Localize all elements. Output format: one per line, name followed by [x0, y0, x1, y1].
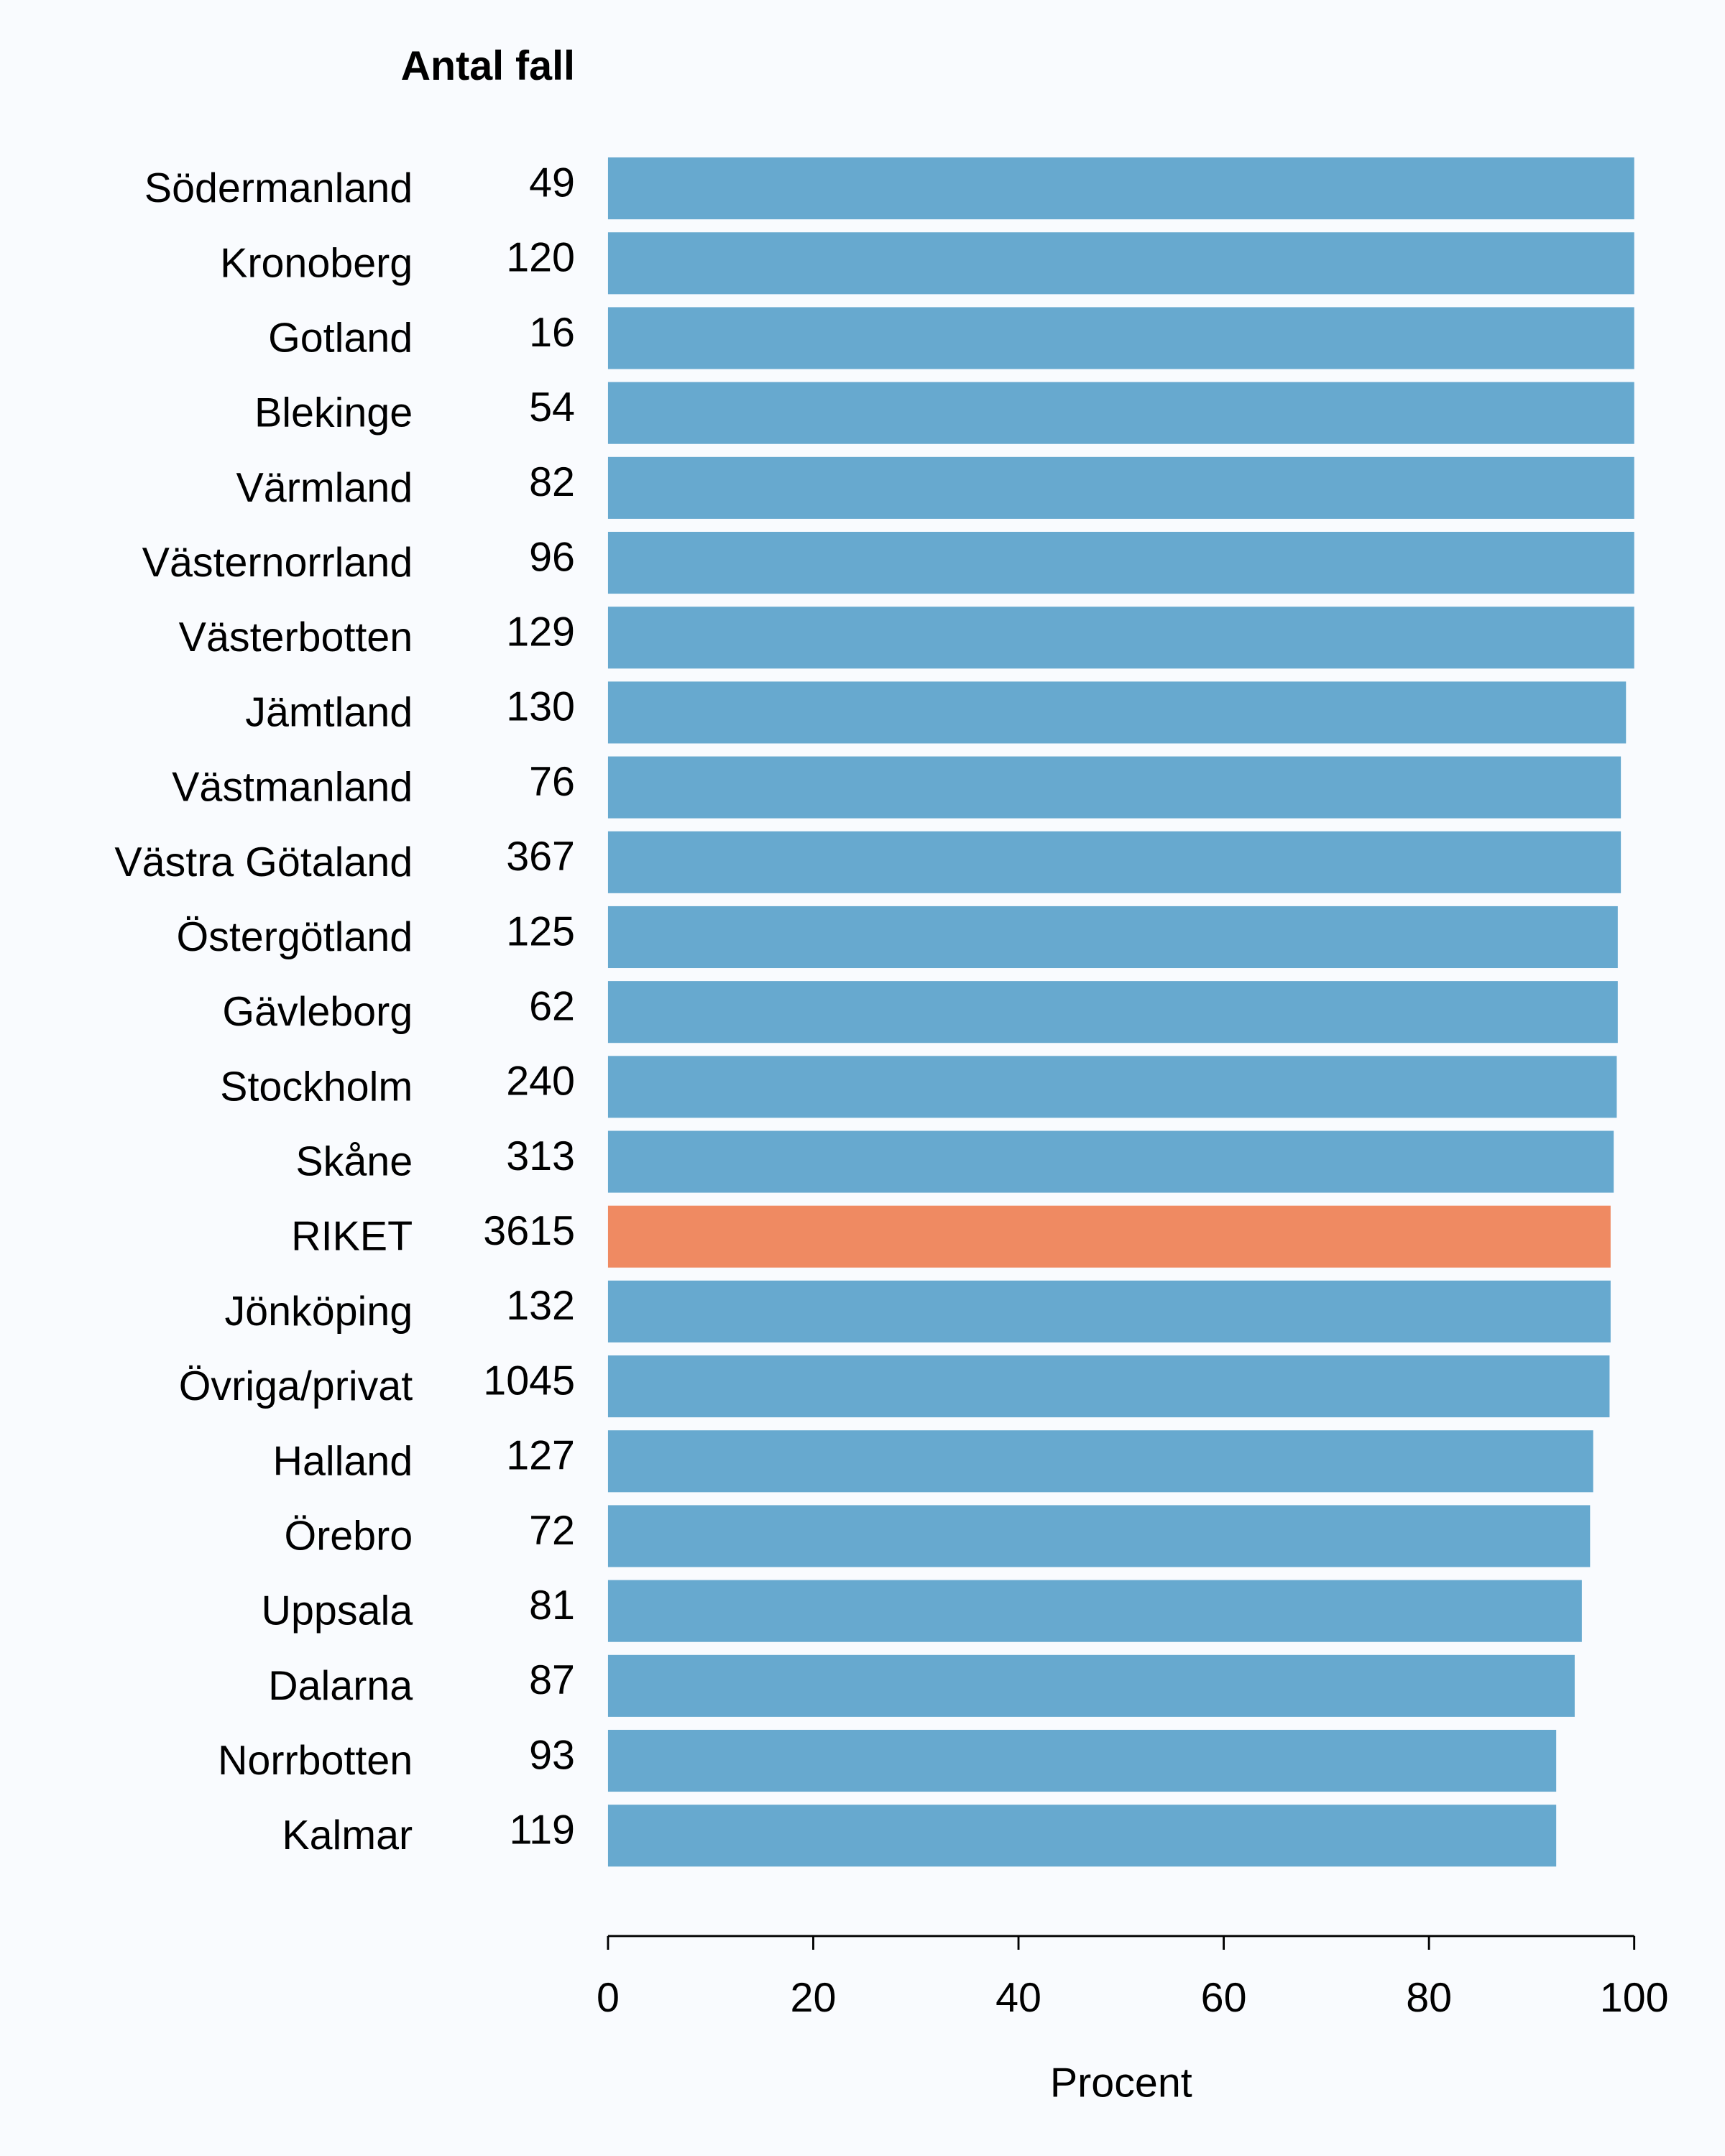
y-tick-label: Örebro	[285, 1513, 413, 1559]
bar	[607, 456, 1634, 519]
count-label: 127	[506, 1433, 575, 1479]
bar	[607, 681, 1627, 744]
y-tick-label: Kalmar	[282, 1812, 413, 1858]
counts-title: Antal fall	[401, 43, 575, 89]
bar	[607, 756, 1622, 819]
x-axis-label: Procent	[1050, 2060, 1192, 2106]
y-tick-label: Stockholm	[220, 1064, 413, 1110]
y-tick-label: Uppsala	[262, 1588, 413, 1634]
bar	[607, 906, 1618, 969]
bar	[607, 307, 1634, 369]
count-label: 49	[529, 160, 575, 206]
x-tick-label: 100	[1600, 1975, 1669, 2021]
y-tick-label: RIKET	[291, 1214, 413, 1260]
y-tick-label: Övriga/privat	[179, 1363, 413, 1409]
count-label: 62	[529, 983, 575, 1029]
bar	[607, 531, 1634, 594]
y-tick-label: Södermanland	[144, 165, 413, 211]
x-tick-label: 40	[995, 1975, 1041, 2021]
count-label: 132	[506, 1283, 575, 1329]
count-label: 96	[529, 534, 575, 580]
count-label: 119	[509, 1807, 575, 1853]
bar	[607, 1056, 1617, 1118]
bar	[607, 1729, 1557, 1792]
bar	[607, 1805, 1557, 1867]
y-tick-label: Västerbotten	[179, 614, 413, 660]
y-tick-label: Gävleborg	[222, 989, 413, 1035]
count-label: 1045	[483, 1358, 575, 1404]
bar	[607, 1130, 1614, 1193]
x-tick-label: 0	[597, 1975, 620, 2021]
y-tick-label: Västmanland	[172, 765, 413, 811]
y-tick-label: Västernorrland	[142, 540, 413, 586]
count-label: 367	[506, 834, 575, 880]
bar	[607, 232, 1634, 295]
bar	[607, 1280, 1611, 1342]
bar	[607, 382, 1634, 444]
bar	[607, 607, 1634, 669]
y-tick-label: Blekinge	[254, 390, 413, 436]
y-tick-label: Kronoberg	[220, 240, 413, 286]
bar	[607, 157, 1634, 220]
y-tick-label: Östergötland	[177, 914, 413, 960]
bar	[607, 1654, 1575, 1717]
x-tick-label: 60	[1201, 1975, 1247, 2021]
bar	[607, 1355, 1610, 1418]
count-label: 313	[506, 1133, 575, 1179]
y-tick-label: Värmland	[236, 465, 413, 511]
count-label: 16	[529, 310, 575, 356]
count-label: 87	[529, 1657, 575, 1703]
count-label: 120	[506, 235, 575, 281]
count-label: 240	[506, 1059, 575, 1105]
y-tick-label: Norrbotten	[218, 1738, 413, 1784]
count-label: 81	[529, 1583, 575, 1628]
y-tick-label: Jönköping	[224, 1289, 413, 1335]
bar	[607, 1505, 1591, 1567]
y-tick-label: Västra Götaland	[114, 839, 413, 885]
bar	[607, 1205, 1611, 1268]
y-tick-label: Halland	[273, 1438, 413, 1484]
y-tick-label: Jämtland	[245, 689, 413, 735]
count-label: 3615	[483, 1208, 575, 1254]
count-label: 130	[506, 684, 575, 730]
y-tick-label: Gotland	[268, 315, 413, 361]
y-tick-label: Skåne	[295, 1139, 413, 1185]
count-label: 82	[529, 459, 575, 505]
x-tick-label: 20	[791, 1975, 837, 2021]
count-label: 129	[506, 609, 575, 655]
y-tick-label: Dalarna	[268, 1663, 413, 1709]
bar	[607, 1580, 1582, 1642]
bar	[607, 1430, 1593, 1493]
count-label: 125	[506, 908, 575, 954]
bar	[607, 981, 1618, 1044]
count-label: 93	[529, 1732, 575, 1778]
count-label: 72	[529, 1508, 575, 1554]
count-label: 76	[529, 759, 575, 805]
x-tick-label: 80	[1406, 1975, 1452, 2021]
count-label: 54	[529, 384, 575, 430]
bar	[607, 831, 1622, 893]
